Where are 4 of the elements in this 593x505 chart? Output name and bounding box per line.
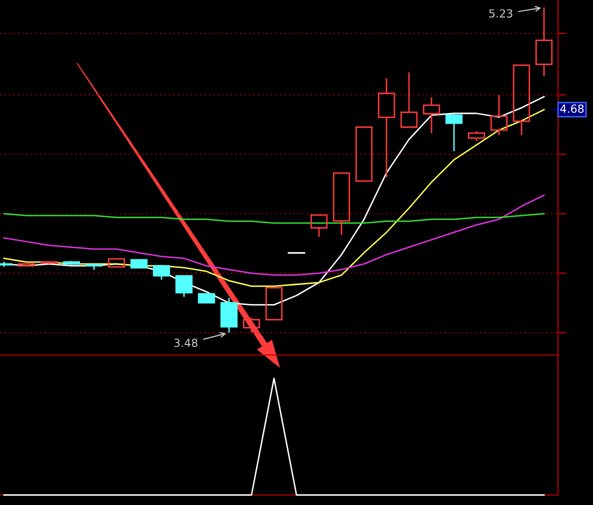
annotation: 5.23 bbox=[489, 9, 512, 18]
ref-line-label: 4.68 bbox=[560, 104, 584, 113]
annotation: 3.48 bbox=[174, 338, 198, 348]
candlestick bbox=[378, 78, 396, 178]
